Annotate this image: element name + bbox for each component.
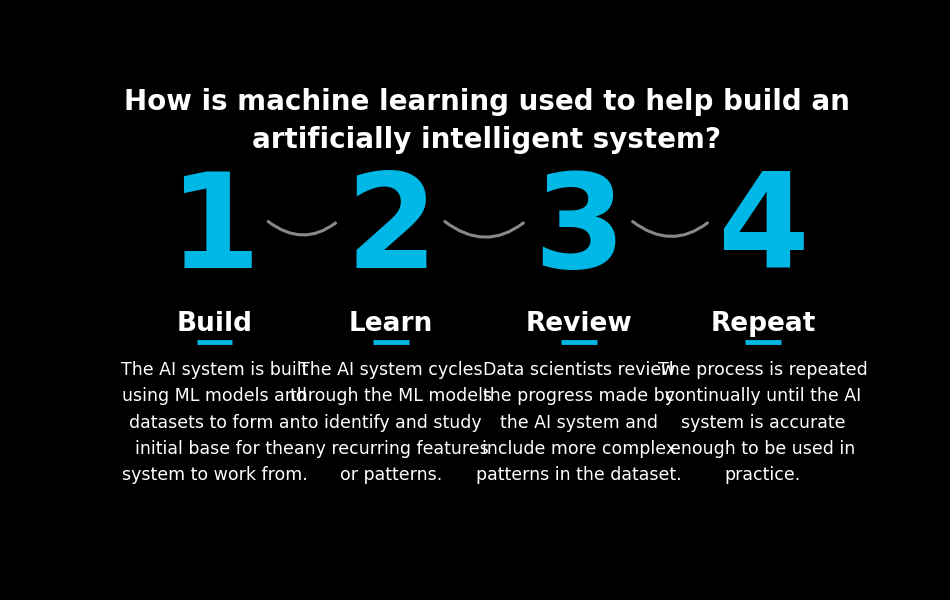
Text: 1: 1 (168, 168, 260, 295)
Text: Build: Build (177, 311, 253, 337)
Text: Repeat: Repeat (711, 311, 816, 337)
Text: The AI system is built
using ML models and
datasets to form an
initial base for : The AI system is built using ML models a… (121, 361, 308, 484)
Text: How is machine learning used to help build an
artificially intelligent system?: How is machine learning used to help bui… (124, 88, 850, 154)
Text: 2: 2 (345, 168, 437, 295)
FancyArrowPatch shape (268, 221, 335, 235)
Text: Learn: Learn (349, 311, 433, 337)
Text: Review: Review (525, 311, 633, 337)
Text: 4: 4 (717, 168, 808, 295)
Text: Data scientists review
the progress made by
the AI system and
include more compl: Data scientists review the progress made… (476, 361, 682, 484)
Text: 3: 3 (533, 168, 625, 295)
Text: The AI system cycles
through the ML models
to identify and study
any recurring f: The AI system cycles through the ML mode… (290, 361, 492, 484)
FancyArrowPatch shape (633, 221, 707, 236)
FancyArrowPatch shape (445, 221, 523, 237)
Text: The process is repeated
continually until the AI
system is accurate
enough to be: The process is repeated continually unti… (658, 361, 868, 484)
